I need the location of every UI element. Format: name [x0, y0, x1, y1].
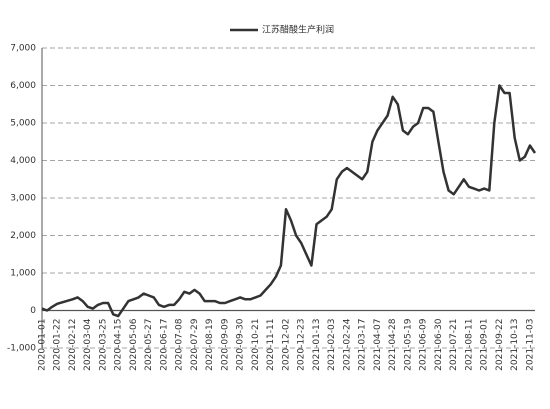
x-tick-label: 2021-11-03 [525, 319, 535, 371]
x-tick-label: 2021-10-13 [510, 319, 520, 371]
x-tick-label: 2021-09-01 [480, 319, 490, 371]
x-tick-label: 2020-01-22 [53, 319, 63, 371]
x-tick-label: 2020-08-19 [205, 318, 215, 371]
x-tick-label: 2020-02-12 [68, 319, 78, 371]
series-line [41, 84, 537, 318]
y-tick-label: 7,000 [10, 44, 36, 54]
x-tick-label: 2021-03-17 [358, 319, 368, 371]
legend-label: 江苏醋酸生产利润 [262, 24, 334, 36]
x-tick-label: 2021-09-22 [495, 319, 505, 371]
x-tick-label: 2020-04-15 [114, 319, 124, 371]
x-tick-label: 2020-09-09 [220, 318, 230, 371]
y-tick-label: 5,000 [10, 119, 36, 129]
x-tick-label: 2021-05-19 [403, 318, 413, 371]
x-tick-label: 2020-06-17 [159, 319, 169, 371]
x-tick-label: 2021-07-21 [449, 319, 459, 371]
x-tick-label: 2020-05-27 [144, 319, 154, 371]
x-tick-label: 2020-03-04 [83, 318, 93, 371]
x-tick-label: 2021-01-13 [312, 319, 322, 371]
x-tick-label: 2020-12-02 [281, 319, 291, 371]
y-tick-label: -1,000 [7, 344, 36, 354]
x-tick-label: 2021-04-28 [388, 318, 398, 371]
x-tick-label: 2020-03-25 [98, 319, 108, 371]
y-tick-label: 1,000 [10, 269, 36, 279]
x-tick-label: 2021-08-11 [464, 319, 474, 371]
x-tick-label: 2020-05-06 [129, 318, 139, 371]
x-tick-label: 2020-11-11 [266, 319, 276, 371]
x-tick-label: 2020-12-23 [297, 319, 307, 371]
x-tick-label: 2020-01-01 [38, 319, 48, 371]
x-tick-label: 2021-04-07 [373, 319, 383, 371]
x-tick-label: 2021-02-03 [327, 319, 337, 371]
x-tick-label: 2020-09-30 [236, 318, 246, 371]
y-tick-label: 6,000 [10, 81, 36, 91]
x-tick-label: 2021-06-30 [434, 318, 444, 371]
x-tick-label: 2020-07-29 [190, 318, 200, 371]
y-tick-label: 2,000 [10, 231, 36, 241]
y-tick-label: 0 [30, 306, 36, 316]
x-tick-label: 2020-10-21 [251, 319, 261, 371]
y-tick-label: 3,000 [10, 194, 36, 204]
x-tick-label: 2021-06-09 [419, 318, 429, 371]
x-tick-label: 2021-02-24 [342, 318, 352, 371]
x-tick-label: 2020-07-08 [175, 318, 185, 371]
y-tick-label: 4,000 [10, 156, 36, 166]
